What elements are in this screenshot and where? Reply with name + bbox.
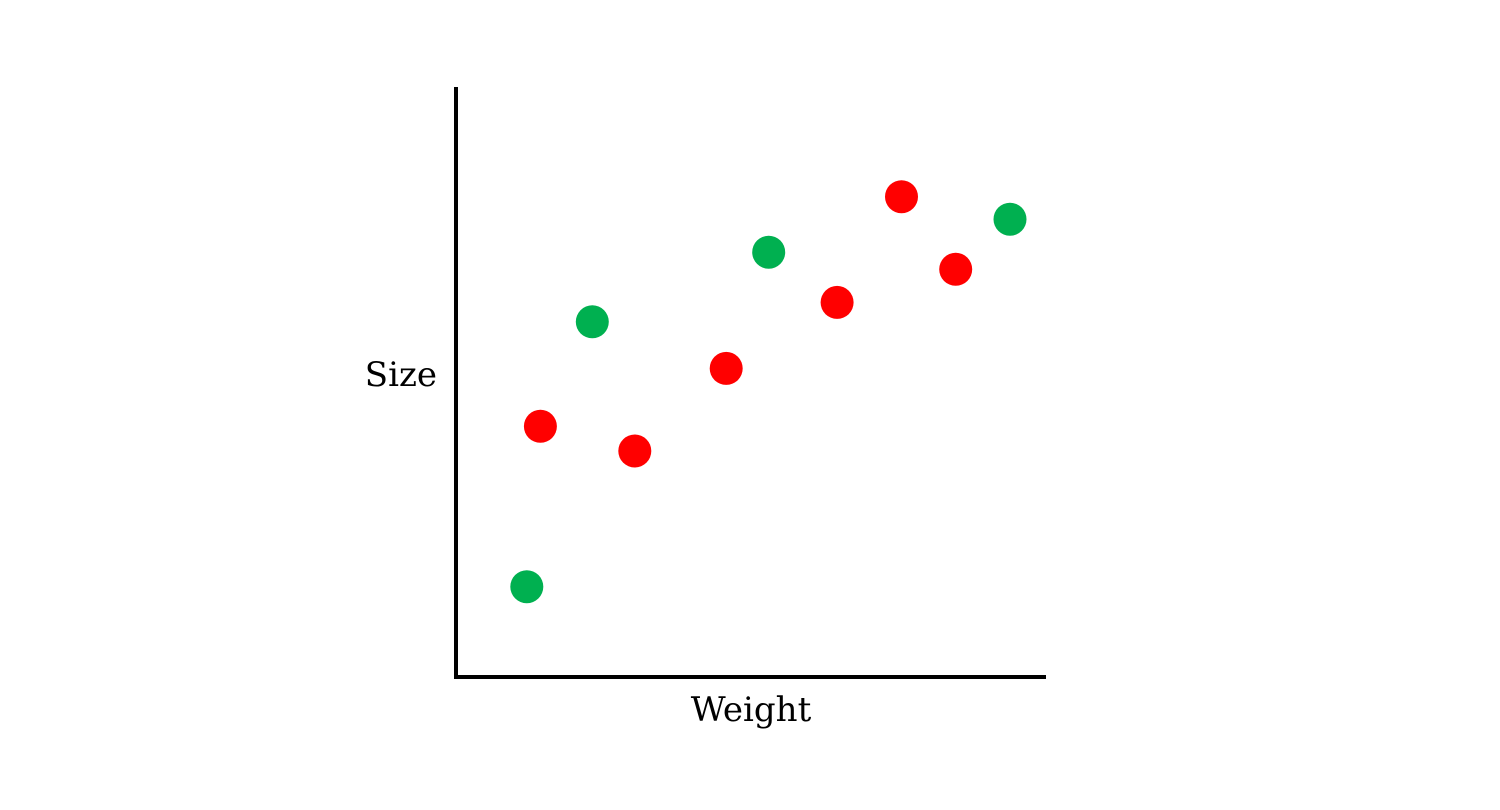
scatter-point-s2-3 bbox=[752, 235, 786, 269]
scatter-point-s1-2 bbox=[618, 434, 652, 468]
scatter-point-s1-6 bbox=[939, 252, 973, 286]
scatter-point-s2-1 bbox=[510, 570, 544, 604]
scatter-point-s1-3 bbox=[709, 351, 743, 385]
x-axis-label: Weight bbox=[691, 690, 812, 730]
y-axis-label: Size bbox=[365, 355, 437, 395]
scatter-point-s1-4 bbox=[820, 285, 854, 319]
scatter-point-s2-4 bbox=[993, 202, 1027, 236]
data-points bbox=[510, 180, 1027, 604]
scatter-point-s1-5 bbox=[885, 180, 918, 214]
scatter-point-s1-1 bbox=[523, 409, 557, 443]
scatter-point-s2-2 bbox=[575, 305, 609, 339]
